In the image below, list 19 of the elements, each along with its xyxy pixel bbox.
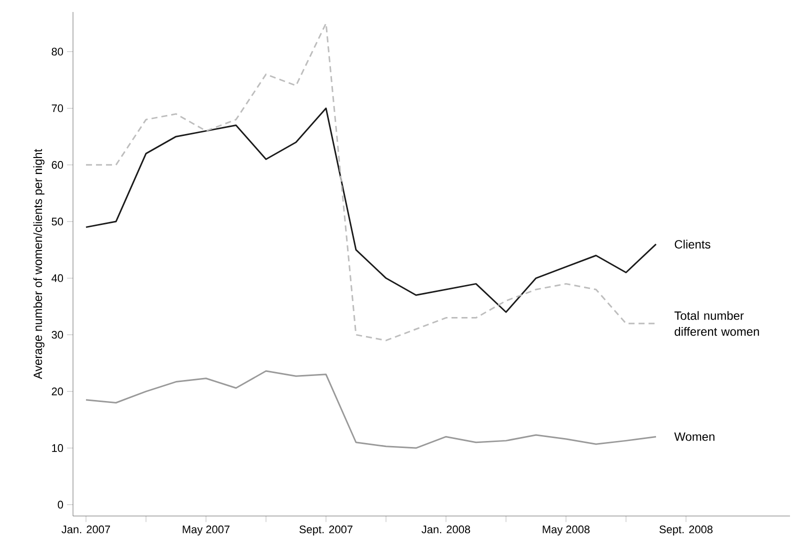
y-tick-label: 80: [52, 48, 64, 56]
y-tick-label: 60: [52, 161, 64, 169]
y-tick-label: 50: [52, 218, 64, 226]
series-label: Women: [674, 432, 714, 441]
x-tick-label: May 2007: [182, 526, 230, 536]
y-tick-label: 10: [52, 444, 64, 452]
x-tick-label: May 2008: [542, 526, 590, 536]
x-tick-label: Sept. 2007: [299, 526, 352, 536]
y-tick-label: 20: [52, 388, 64, 396]
y-tick-label: 0: [58, 500, 64, 509]
y-tick-label: 40: [52, 274, 64, 282]
series-label: Clients: [674, 240, 710, 249]
x-tick-label: Sept. 2008: [659, 526, 713, 536]
y-tick-label: 70: [52, 104, 64, 112]
y-axis-title: Average number of women/clients per night: [33, 148, 44, 380]
y-tick-label: 30: [52, 330, 64, 339]
series-label: Total number different women: [674, 311, 759, 336]
x-tick-label: Jan. 2008: [422, 526, 470, 534]
x-tick-label: Jan. 2007: [62, 526, 110, 534]
